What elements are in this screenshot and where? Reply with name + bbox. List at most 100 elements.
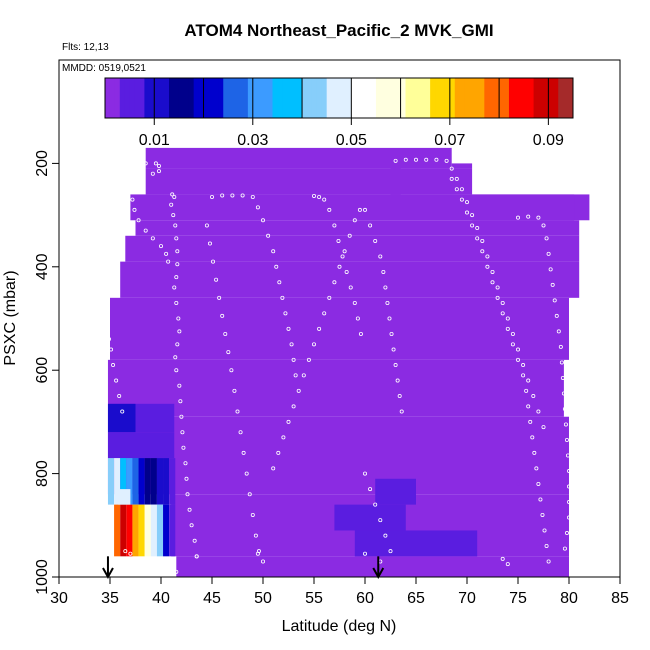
- track-point: [528, 419, 533, 424]
- track-point: [373, 502, 378, 507]
- colorbar-swatch: [543, 78, 549, 118]
- background-cell: [110, 297, 569, 360]
- track-point: [174, 236, 179, 241]
- track-point: [170, 192, 175, 197]
- colorbar-swatch: [449, 78, 456, 118]
- colorbar-swatch: [533, 78, 540, 118]
- track-point: [173, 355, 178, 360]
- colorbar-swatch: [508, 78, 515, 118]
- track-point: [174, 300, 179, 305]
- track-point: [177, 329, 182, 334]
- background-cell: [145, 168, 401, 195]
- colorbar-swatch: [538, 78, 544, 118]
- data-cell: [144, 458, 151, 505]
- track-point: [138, 179, 143, 184]
- track-point: [184, 476, 189, 481]
- colorbar-swatch: [213, 78, 219, 118]
- colorbar-swatch: [105, 78, 111, 118]
- track-point: [232, 388, 237, 393]
- background-cell: [135, 220, 580, 236]
- x-axis: 30 35 40 45 50 55 60 65 70 75 80 85: [50, 577, 629, 607]
- track-point: [385, 300, 390, 305]
- track-point: [500, 300, 505, 305]
- track-point: [166, 259, 171, 264]
- colorbar: 0.01 0.03 0.05 0.07 0.09: [104, 77, 574, 149]
- track-point: [322, 197, 327, 202]
- track-point: [362, 207, 367, 212]
- track-point: [247, 492, 252, 497]
- colorbar-swatch: [371, 78, 377, 118]
- track-point: [178, 399, 183, 404]
- background-cell: [107, 416, 570, 495]
- colorbar-swatch: [375, 78, 382, 118]
- track-point: [260, 218, 265, 223]
- track-point: [449, 176, 454, 181]
- track-point: [253, 533, 258, 538]
- track-point: [337, 264, 342, 269]
- colorbar-swatch: [558, 78, 564, 118]
- data-cell: [132, 458, 139, 505]
- data-cell: [150, 458, 157, 505]
- track-point: [526, 378, 531, 383]
- track-point: [521, 363, 526, 368]
- track-point: [475, 236, 480, 241]
- background-cell: [176, 556, 570, 577]
- colorbar-swatch: [159, 78, 165, 118]
- track-point: [526, 404, 531, 409]
- x-tick-label: 75: [509, 590, 527, 607]
- data-cell: [107, 458, 115, 505]
- colorbar-swatch: [267, 78, 273, 118]
- track-point: [317, 326, 322, 331]
- track-point: [378, 518, 383, 523]
- track-point: [536, 409, 541, 414]
- colorbar-swatch: [390, 78, 397, 118]
- track-point: [255, 551, 260, 556]
- colorbar-swatch: [474, 78, 480, 118]
- track-point: [567, 515, 572, 520]
- track-point: [143, 228, 148, 233]
- x-tick-label: 40: [152, 590, 170, 607]
- colorbar-swatch: [356, 78, 362, 118]
- track-point: [223, 332, 228, 337]
- track-point: [301, 373, 306, 378]
- track-point: [156, 169, 161, 174]
- track-point: [175, 262, 180, 267]
- background-cell: [451, 163, 473, 169]
- colorbar-swatch: [292, 78, 298, 118]
- colorbar-swatch: [494, 78, 500, 118]
- colorbar-swatch: [563, 78, 569, 118]
- colorbar-swatch: [336, 78, 342, 118]
- track-point: [490, 269, 495, 274]
- colorbar-swatch: [410, 78, 416, 118]
- track-point: [123, 549, 128, 554]
- track-point: [564, 437, 569, 442]
- track-point: [368, 487, 373, 492]
- data-cell: [156, 504, 164, 557]
- colorbar-swatch: [351, 78, 357, 118]
- colorbar-swatch: [459, 78, 466, 118]
- data-cell: [107, 432, 175, 459]
- track-point: [266, 233, 271, 238]
- background-cell: [125, 235, 580, 262]
- data-cell: [334, 504, 406, 531]
- data-cell: [138, 504, 145, 557]
- colorbar-swatch: [164, 78, 170, 118]
- track-point: [538, 497, 543, 502]
- track-point: [562, 546, 567, 551]
- colorbar-swatch: [218, 78, 224, 118]
- track-point: [383, 533, 388, 538]
- flights-label: Flts: 12,13: [62, 42, 109, 53]
- track-point: [536, 215, 541, 220]
- colorbar-swatch: [124, 78, 131, 118]
- track-point: [495, 295, 500, 300]
- track-point: [174, 368, 179, 373]
- track-point: [541, 425, 546, 430]
- track-point: [229, 368, 234, 373]
- track-point: [561, 391, 566, 396]
- track-point: [500, 556, 505, 561]
- track-point: [143, 161, 148, 166]
- plot-frame: [58, 59, 621, 578]
- track-point: [480, 249, 485, 254]
- colorbar-swatch: [252, 78, 259, 118]
